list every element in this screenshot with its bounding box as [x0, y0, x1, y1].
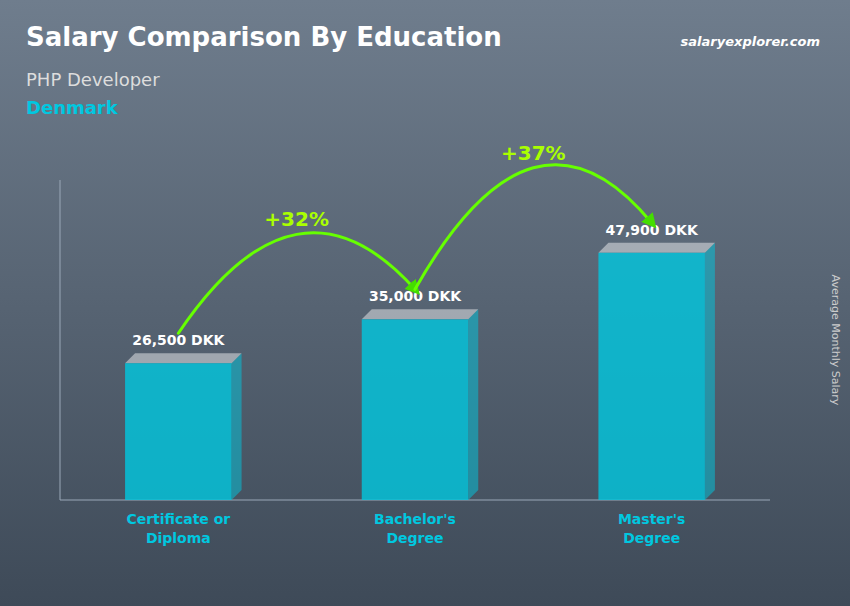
bar-side: [232, 353, 242, 500]
y-axis-line: [60, 180, 61, 500]
annotation: +37%: [501, 141, 566, 165]
bar-top: [125, 353, 241, 363]
category-label: Master'sDegree: [618, 511, 685, 546]
data-label: 35,000 DKK: [369, 288, 462, 304]
bar: [125, 363, 232, 500]
title: Salary Comparison By Education: [26, 22, 502, 52]
background: [0, 0, 850, 606]
bar-top: [362, 309, 479, 319]
category-label: Bachelor'sDegree: [374, 511, 456, 546]
chart: Salary Comparison By Education PHP Develo…: [0, 0, 850, 606]
growth-arrow: [415, 165, 652, 290]
source: salaryexplorer.com: [681, 34, 820, 49]
country: Denmark: [26, 97, 119, 118]
category-label: Certificate orDiploma: [126, 511, 230, 546]
growth-arrow: [178, 233, 415, 333]
annotation: +32%: [264, 207, 329, 231]
bar-top: [598, 243, 715, 253]
bar-side: [705, 243, 715, 500]
data-label: 47,900 DKK: [606, 222, 699, 238]
y-axis-label: Average Monthly Salary: [829, 275, 842, 406]
bar: [362, 319, 469, 500]
subtitle: PHP Developer: [26, 69, 160, 90]
bar: [598, 253, 705, 500]
bar-side: [468, 309, 478, 500]
chart-container: Salary Comparison By Education PHP Develo…: [0, 0, 850, 606]
data-label: 26,500 DKK: [132, 332, 225, 348]
